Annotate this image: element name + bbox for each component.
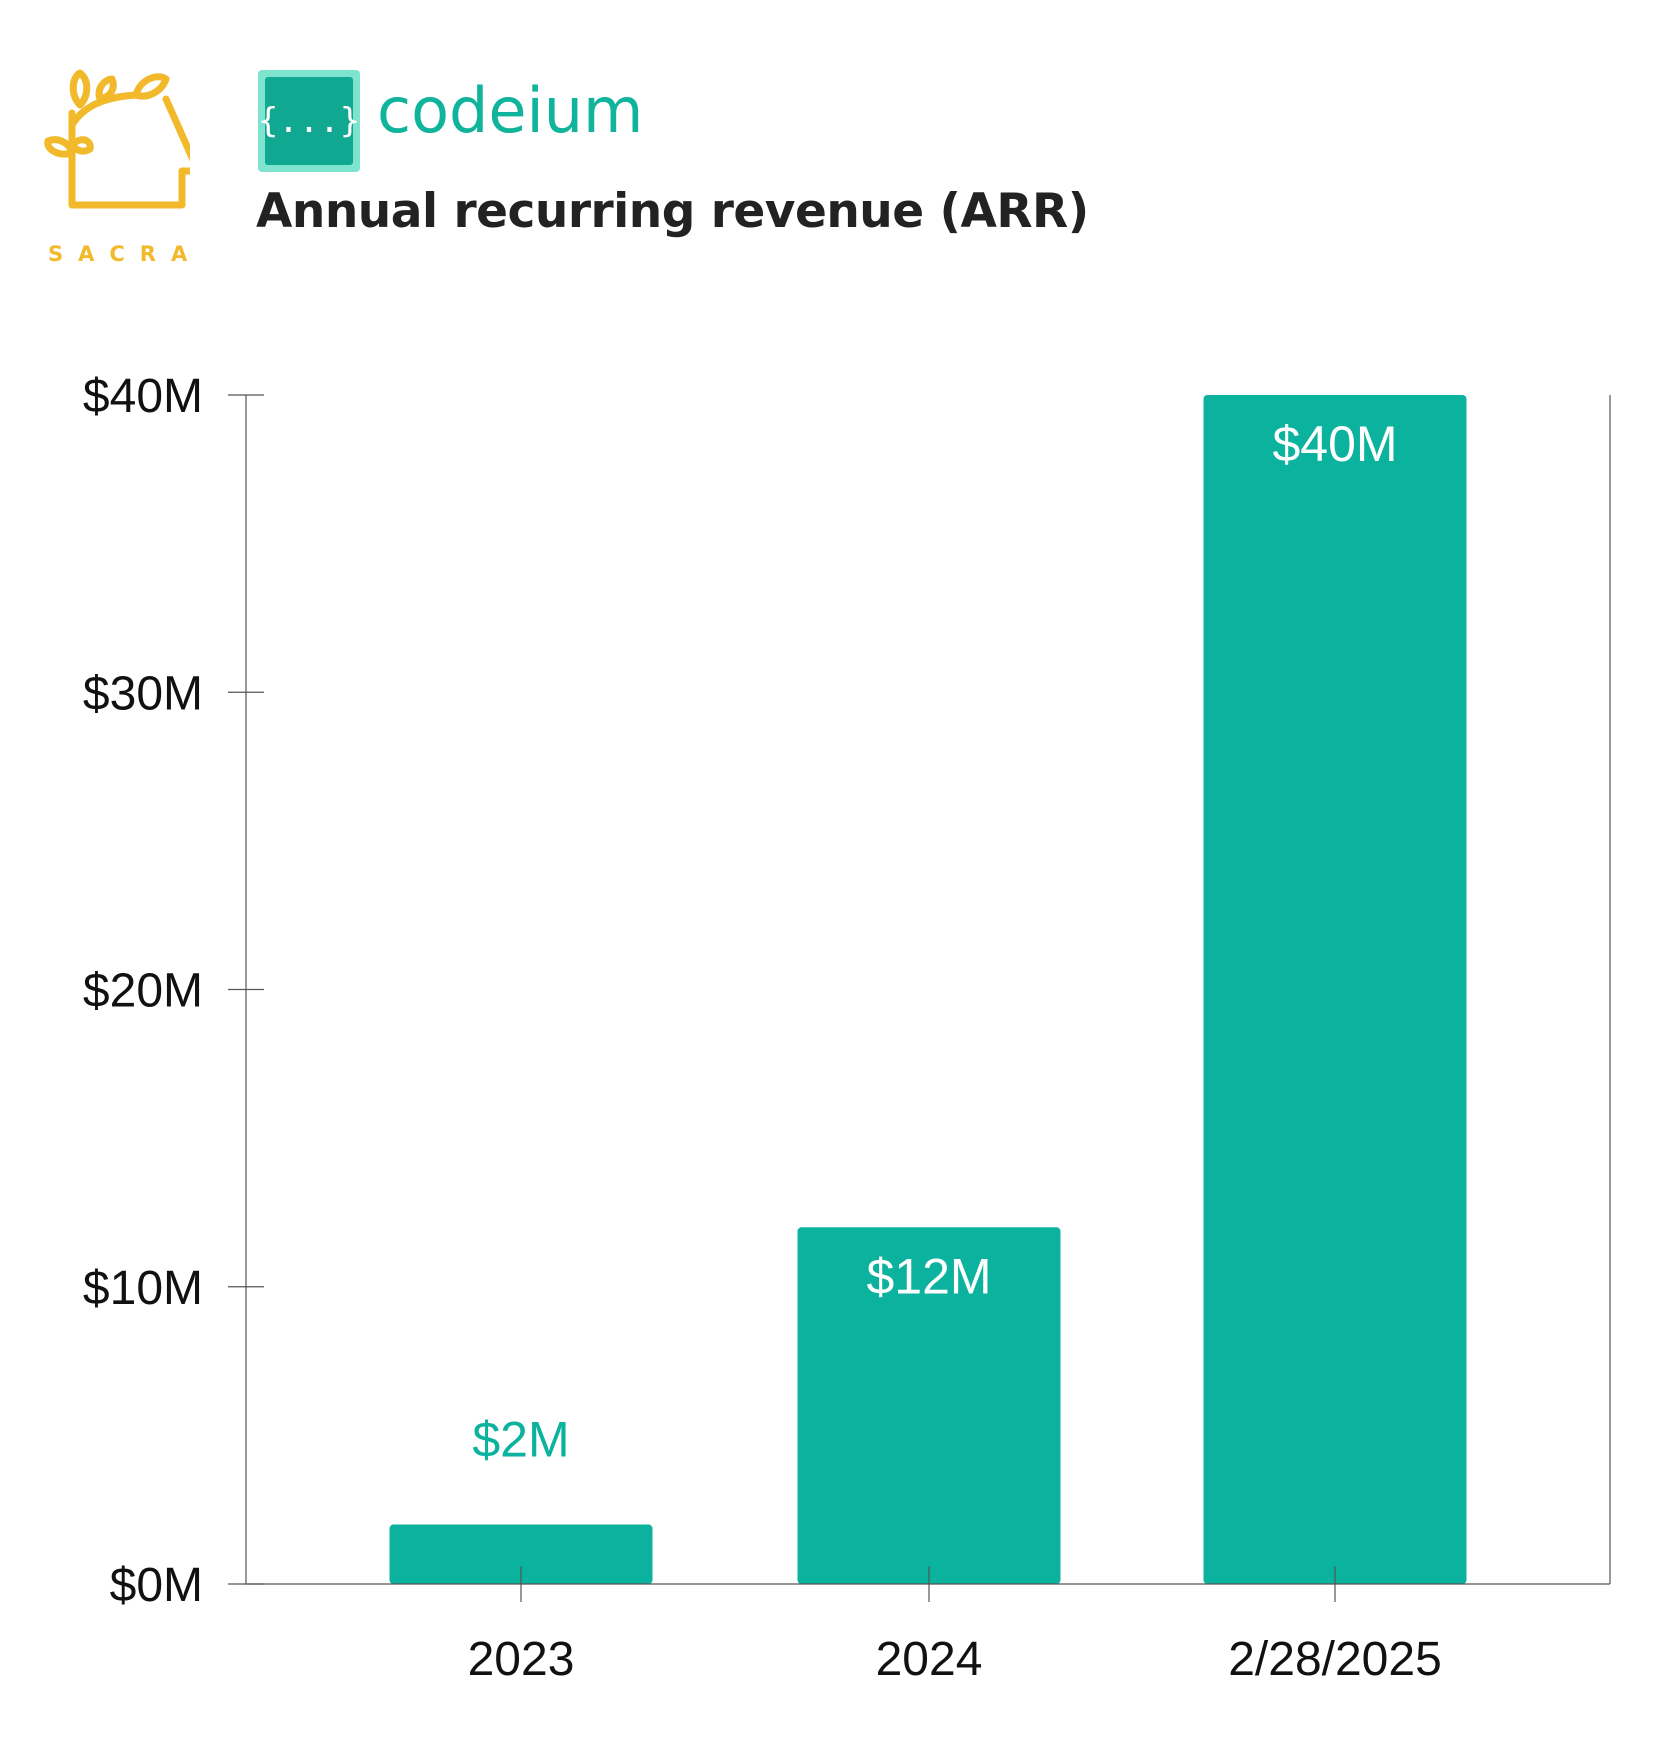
y-tick-label: $0M bbox=[110, 1559, 203, 1612]
codeium-icon-glyph: {...} bbox=[258, 101, 360, 141]
sacra-logo bbox=[44, 69, 190, 209]
y-tick-label: $10M bbox=[83, 1262, 203, 1315]
data-label: $2M bbox=[472, 1412, 569, 1468]
codeium-logo-icon: {...} bbox=[258, 70, 360, 172]
x-tick-label: 2/28/2025 bbox=[1228, 1633, 1442, 1686]
data-label: $40M bbox=[1272, 416, 1397, 472]
bar-2023 bbox=[389, 1524, 653, 1584]
sacra-wordmark: SACRA bbox=[48, 242, 203, 266]
y-tick-label: $20M bbox=[83, 965, 203, 1018]
bar-2024 bbox=[797, 1227, 1061, 1584]
bar-2-28-2025 bbox=[1203, 395, 1467, 1584]
y-tick-label: $40M bbox=[83, 370, 203, 423]
x-tick-label: 2024 bbox=[876, 1633, 983, 1686]
company-name: codeium bbox=[377, 74, 644, 147]
data-label: $12M bbox=[866, 1248, 991, 1304]
chart-title: Annual recurring revenue (ARR) bbox=[256, 184, 1089, 239]
y-tick-label: $30M bbox=[83, 667, 203, 720]
x-tick-label: 2023 bbox=[468, 1633, 575, 1686]
